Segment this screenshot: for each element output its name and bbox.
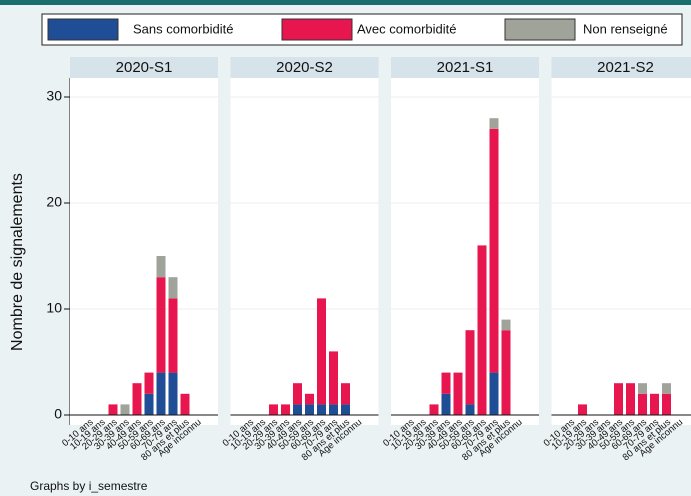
y-tick-label: 30 <box>46 88 62 104</box>
legend-swatch <box>47 18 119 41</box>
bar-segment <box>662 393 671 415</box>
bar-segment <box>144 372 154 394</box>
panel-title: 2020-S2 <box>276 59 333 76</box>
bar-segment <box>293 383 302 405</box>
bar-segment <box>441 372 451 394</box>
legend-label: Sans comorbidité <box>133 21 233 36</box>
bar-segment <box>281 404 290 415</box>
panel-title: 2021-S2 <box>597 59 654 76</box>
bar-segment <box>341 383 350 405</box>
bar-segment <box>317 298 326 405</box>
footnote: Graphs by i_semestre <box>30 479 148 493</box>
bar-segment <box>614 383 623 415</box>
bar-segment <box>638 383 647 394</box>
panel-title: 2021-S1 <box>437 59 494 76</box>
legend-label: Avec comorbidité <box>357 21 456 36</box>
y-tick-label: 0 <box>54 406 62 422</box>
bar-segment <box>489 372 499 415</box>
bar-segment <box>180 393 190 415</box>
y-axis-label: Nombre de signalements <box>9 173 26 351</box>
bar-segment <box>305 404 314 415</box>
bar-segment <box>168 277 178 299</box>
bar-segment <box>662 383 671 394</box>
bar-segment <box>626 383 635 415</box>
bar-segment <box>650 393 659 415</box>
bar-segment <box>501 330 511 415</box>
panel-plot <box>230 78 379 425</box>
bar-segment <box>317 404 326 415</box>
bar-segment <box>465 330 475 405</box>
top-band <box>0 0 691 5</box>
bar-segment <box>168 298 178 373</box>
bar-segment <box>156 256 166 278</box>
bar-segment <box>329 404 338 415</box>
y-tick-label: 10 <box>46 300 62 316</box>
panel-plot <box>391 78 539 425</box>
bar-segment <box>269 404 278 415</box>
bar-segment <box>108 404 118 415</box>
panel-header <box>70 57 218 78</box>
bar-segment <box>441 393 451 415</box>
bar-segment <box>489 128 499 373</box>
bar-segment <box>305 393 314 405</box>
panel-header <box>391 57 539 78</box>
legend-swatch <box>281 18 353 41</box>
bar-segment <box>329 351 338 405</box>
legend-label: Non renseigné <box>583 21 668 36</box>
bar-segment <box>638 393 647 415</box>
bar-segment <box>132 383 142 415</box>
bar-segment <box>489 118 499 129</box>
bar-segment <box>168 372 178 415</box>
bar-segment <box>477 245 487 415</box>
y-tick-label: 20 <box>46 194 62 210</box>
bar-segment <box>144 393 154 415</box>
bar-segment <box>429 404 439 415</box>
bar-segment <box>120 404 130 415</box>
panel-plot <box>551 78 691 425</box>
bar-segment <box>501 319 511 331</box>
bar-segment <box>465 404 475 415</box>
bar-segment <box>578 404 587 415</box>
bar-segment <box>156 277 166 373</box>
panel-header <box>551 57 691 78</box>
legend-swatch <box>504 18 576 41</box>
bar-segment <box>293 404 302 415</box>
panel-plot <box>70 78 218 425</box>
bar-segment <box>156 372 166 415</box>
panel-title: 2020-S1 <box>116 59 173 76</box>
bar-segment <box>341 404 350 415</box>
bar-segment <box>453 372 463 415</box>
panel-header <box>230 57 379 78</box>
